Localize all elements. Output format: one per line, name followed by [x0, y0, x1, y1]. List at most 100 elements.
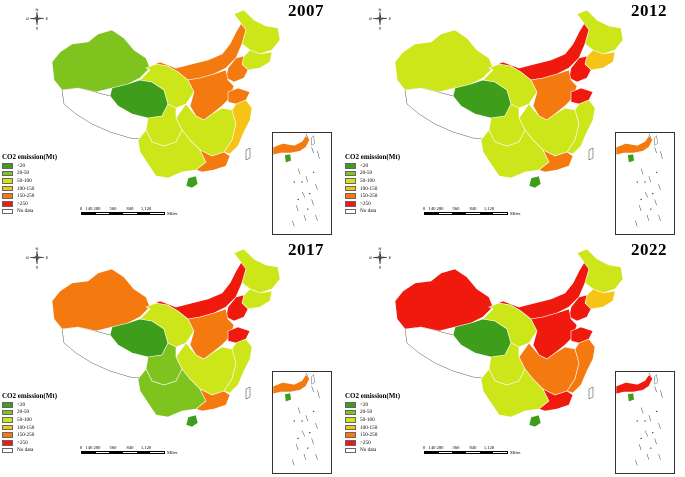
scale-ticks: 0 140 280 560 840 1,120 [75, 445, 195, 451]
region-guangdong [538, 149, 574, 173]
region-guangdong [195, 388, 231, 412]
legend-item: 50-100 [345, 177, 445, 185]
south-china-sea-inset [272, 132, 332, 235]
map-panel-2007: 2007 N S W E CO2 emission(Mt) <20 20-50 50… [0, 0, 342, 238]
legend-title: CO2 emission(Mt) [2, 153, 58, 161]
legend: CO2 emission(Mt) <20 20-50 50-100 100-150 15… [2, 153, 102, 215]
compass-e: E [46, 255, 48, 260]
south-china-sea-inset [615, 132, 675, 235]
region-liaoning [568, 294, 592, 322]
north-arrow-icon: N S W E [369, 246, 391, 269]
compass-n: N [379, 246, 382, 251]
compass-n: N [36, 246, 39, 251]
north-arrow-icon: N S W E [26, 246, 48, 269]
legend: CO2 emission(Mt) <20 20-50 50-100 100-150 15… [345, 392, 445, 454]
scale-ticks: 0 140 280 560 840 1,120 [418, 445, 538, 451]
legend-label: No data [17, 447, 34, 454]
legend-label: 150-250 [360, 193, 378, 200]
legend-item: 150-250 [345, 431, 445, 439]
region-liaoning [225, 55, 249, 83]
legend-label: 100-150 [17, 424, 35, 431]
region-north-china [530, 308, 578, 360]
legend-swatch [345, 432, 356, 438]
legend-item: 20-50 [2, 409, 102, 417]
legend-swatch [2, 201, 13, 207]
choropleth-map [51, 248, 281, 428]
scale-tick-label: 1,120 [140, 445, 152, 450]
legend: CO2 emission(Mt) <20 20-50 50-100 100-150 15… [2, 392, 102, 454]
legend-label: 20-50 [360, 170, 373, 177]
legend-swatch [2, 417, 13, 423]
region-xinjiang [394, 29, 494, 93]
legend-label: 50-100 [17, 416, 32, 423]
scale-bar-graphic [81, 451, 165, 454]
legend-swatch [345, 424, 356, 431]
region-hainan [528, 414, 542, 428]
compass-w: W [26, 255, 29, 260]
legend-swatch [345, 402, 356, 408]
legend-item: 150-250 [2, 431, 102, 439]
legend-item: 100-150 [345, 185, 445, 193]
region-guangdong [538, 388, 574, 412]
scale-tick-label: 1,120 [483, 206, 495, 211]
legend-item: <20 [2, 401, 102, 409]
year-label: 2007 [288, 1, 324, 20]
legend-item: >250 [345, 439, 445, 447]
scale-tick-label: 140 [85, 206, 93, 211]
legend-swatch [345, 447, 356, 454]
compass-w: W [26, 16, 29, 21]
scale-bar-graphic [81, 212, 165, 215]
legend-label: 20-50 [17, 170, 30, 177]
legend-swatch [345, 178, 356, 184]
scale-bar-graphic [424, 212, 508, 215]
legend-item: No data [2, 447, 102, 455]
inset-map [273, 372, 320, 466]
region-xinjiang [51, 29, 151, 93]
north-arrow-icon: N S W E [369, 7, 391, 30]
legend-swatch [2, 447, 13, 454]
legend-items: <20 20-50 50-100 100-150 150-250 >250 No data [2, 162, 102, 215]
legend-swatch [345, 208, 356, 215]
legend-swatch [2, 409, 13, 416]
scale-ticks: 0 140 280 560 840 1,120 [418, 206, 538, 212]
compass-e: E [389, 16, 391, 21]
region-east-coast [566, 338, 596, 394]
region-east-coast [223, 338, 253, 394]
legend-item: <20 [345, 401, 445, 409]
legend-swatch [2, 208, 13, 215]
compass-e: E [389, 255, 391, 260]
region-jilin [584, 288, 616, 310]
legend-label: <20 [17, 162, 26, 169]
scale-tick-label: 560 [452, 206, 460, 211]
region-xinjiang [394, 268, 494, 332]
legend-swatch [345, 409, 356, 416]
legend-swatch [345, 185, 356, 192]
legend-swatch [345, 163, 356, 169]
legend-label: 100-150 [360, 185, 378, 192]
region-north-china [187, 69, 235, 121]
legend-label: No data [17, 208, 34, 215]
legend-item: 20-50 [345, 170, 445, 178]
compass-n: N [379, 7, 382, 12]
scale-bar-graphic [424, 451, 508, 454]
scale-bar: 0 140 280 560 840 1,120 Miles [418, 206, 530, 222]
legend-item: No data [345, 447, 445, 455]
compass-n: N [36, 7, 39, 12]
region-east-coast [566, 99, 596, 155]
scale-unit: Miles [167, 449, 178, 455]
legend-item: 50-100 [2, 177, 102, 185]
legend-item: No data [2, 208, 102, 216]
legend-items: <20 20-50 50-100 100-150 150-250 >250 No data [2, 401, 102, 454]
legend-label: 20-50 [360, 409, 373, 416]
legend-items: <20 20-50 50-100 100-150 150-250 >250 No data [345, 401, 445, 454]
scale-tick-label: 1,120 [140, 206, 152, 211]
legend-item: 150-250 [345, 192, 445, 200]
scale-tick-label: 0 [422, 206, 426, 211]
legend-item: 100-150 [345, 424, 445, 432]
legend-item: 100-150 [2, 424, 102, 432]
region-hainan [185, 175, 199, 189]
region-north-china [187, 308, 235, 360]
compass-w: W [369, 255, 372, 260]
region-taiwan [588, 147, 594, 161]
legend-swatch [345, 440, 356, 446]
